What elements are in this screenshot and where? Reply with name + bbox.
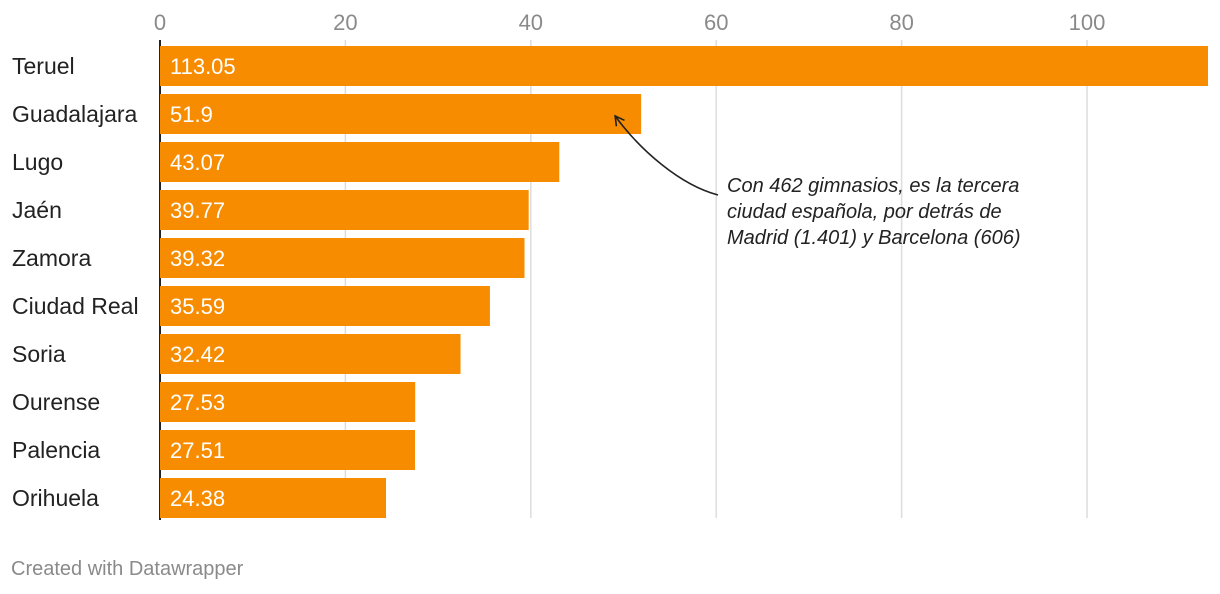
bars: 113.05 51.9 43.07 39.77 39.32 35.59 32.42 27.53… <box>160 46 1208 518</box>
category-labels: Teruel Guadalajara Lugo Jaén Zamora Ciudad Re… <box>12 53 139 511</box>
x-tick-label: 0 <box>154 10 166 35</box>
x-tick-label: 100 <box>1069 10 1106 35</box>
value-label: 43.07 <box>170 150 225 175</box>
annotation-arrow <box>614 114 719 196</box>
bar <box>160 46 1208 86</box>
value-label: 39.32 <box>170 246 225 271</box>
bar <box>160 142 560 182</box>
category-label: Teruel <box>12 53 75 79</box>
category-label: Lugo <box>12 149 63 175</box>
value-label: 27.53 <box>170 390 225 415</box>
category-label: Guadalajara <box>12 101 138 127</box>
bar <box>160 190 529 230</box>
value-label: 32.42 <box>170 342 225 367</box>
annotation-text: ciudad española, por detrás de <box>727 201 1002 223</box>
x-tick-label: 40 <box>519 10 543 35</box>
bar <box>160 382 416 422</box>
annotation-text: Madrid (1.401) y Barcelona (606) <box>727 227 1020 249</box>
value-label: 27.51 <box>170 438 225 463</box>
category-label: Ourense <box>12 389 100 415</box>
bar <box>160 478 387 518</box>
annotation-text: Con 462 gimnasios, es la tercera <box>727 175 1019 197</box>
footer-credit: Created with Datawrapper <box>11 558 244 580</box>
value-label: 39.77 <box>170 198 225 223</box>
value-label: 24.38 <box>170 486 225 511</box>
value-label: 35.59 <box>170 294 225 319</box>
value-label: 113.05 <box>170 54 236 79</box>
x-tick-label: 80 <box>889 10 913 35</box>
category-label: Soria <box>12 341 66 367</box>
value-label: 51.9 <box>170 102 213 127</box>
category-label: Ciudad Real <box>12 293 139 319</box>
category-label: Zamora <box>12 245 91 271</box>
x-axis-ticks: 0 20 40 60 80 100 <box>154 10 1106 35</box>
category-label: Orihuela <box>12 485 99 511</box>
category-label: Palencia <box>12 437 100 463</box>
bar <box>160 94 642 134</box>
bar <box>160 238 525 278</box>
bar <box>160 286 490 326</box>
bar <box>160 334 461 374</box>
annotation: Con 462 gimnasios, es la tercera ciudad e… <box>614 114 1020 249</box>
x-tick-label: 60 <box>704 10 728 35</box>
bar <box>160 430 416 470</box>
x-tick-label: 20 <box>333 10 357 35</box>
category-label: Jaén <box>12 197 62 223</box>
